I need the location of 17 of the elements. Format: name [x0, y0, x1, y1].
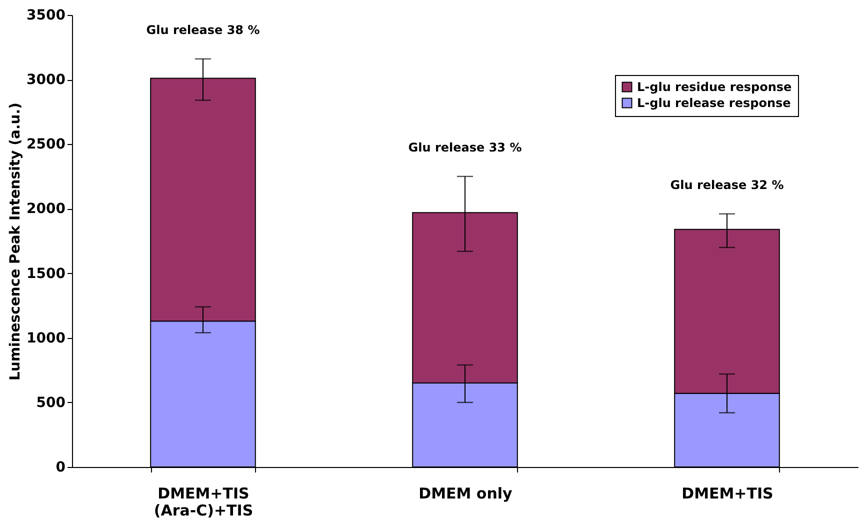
- annotation: Glu release 38 %: [146, 22, 260, 37]
- x-tick-label: DMEM+TIS: [682, 484, 774, 502]
- y-tick-label: 1500: [26, 266, 66, 282]
- x-tick-label: DMEM+TIS (Ara-C)+TIS: [154, 484, 254, 520]
- y-axis-title: Luminescence Peak Intensity (a.u.): [8, 102, 24, 380]
- legend-label: L-glu release response: [637, 96, 791, 110]
- y-tick-label: 3500: [26, 8, 66, 24]
- y-tick-label: 500: [36, 394, 66, 411]
- y-tick-label: 1000: [26, 330, 66, 346]
- legend-label: L-glu residue response: [637, 80, 792, 94]
- y-tick-label: 2000: [26, 201, 66, 218]
- annotation: Glu release 32 %: [670, 178, 784, 192]
- y-tick-label: 0: [56, 460, 66, 476]
- y-tick-label: 2500: [26, 136, 66, 153]
- y-tick-label: 3000: [26, 72, 66, 88]
- x-tick-label: DMEM only: [418, 484, 513, 502]
- annotation: Glu release 33 %: [408, 140, 522, 154]
